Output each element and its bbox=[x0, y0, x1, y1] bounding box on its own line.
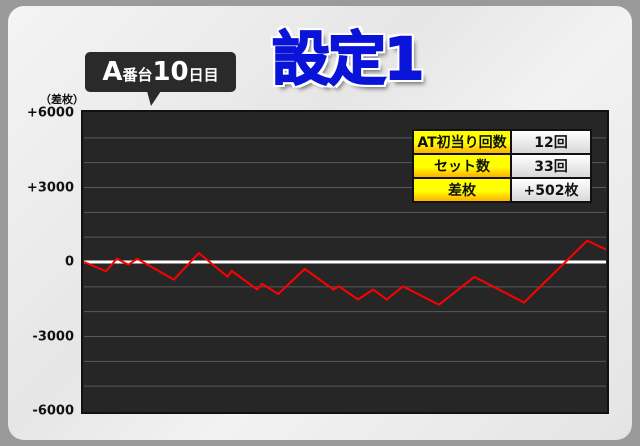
stats-row: セット数 33回 bbox=[412, 153, 592, 179]
series-line bbox=[83, 239, 607, 306]
y-tick-label: +6000 bbox=[26, 105, 74, 121]
day-number: 10 bbox=[152, 57, 189, 87]
stats-table: AT初当り回数 12回 セット数 33回 差枚 +502枚 bbox=[412, 129, 592, 203]
setting-title: 設定1 bbox=[271, 24, 425, 94]
stat-label: AT初当り回数 bbox=[412, 129, 512, 155]
machine-label: A bbox=[102, 57, 123, 87]
y-axis-label: （差枚） bbox=[40, 93, 84, 106]
y-tick-label: +3000 bbox=[26, 180, 74, 195]
stat-value: 33回 bbox=[510, 153, 592, 179]
machine-day-badge: A 番台 10 日目 bbox=[85, 52, 236, 106]
stat-value: 12回 bbox=[510, 129, 592, 155]
y-tick-label: -3000 bbox=[32, 329, 74, 344]
stats-row: 差枚 +502枚 bbox=[412, 177, 592, 203]
stat-value: +502枚 bbox=[510, 177, 592, 203]
stats-row: AT初当り回数 12回 bbox=[412, 129, 592, 155]
stat-label: セット数 bbox=[412, 153, 512, 179]
y-tick-label: 0 bbox=[64, 254, 74, 270]
stat-label: 差枚 bbox=[412, 177, 512, 203]
y-tick-label: -6000 bbox=[32, 403, 74, 419]
machine-suffix: 番台 bbox=[122, 66, 153, 84]
day-suffix: 日目 bbox=[188, 66, 219, 84]
